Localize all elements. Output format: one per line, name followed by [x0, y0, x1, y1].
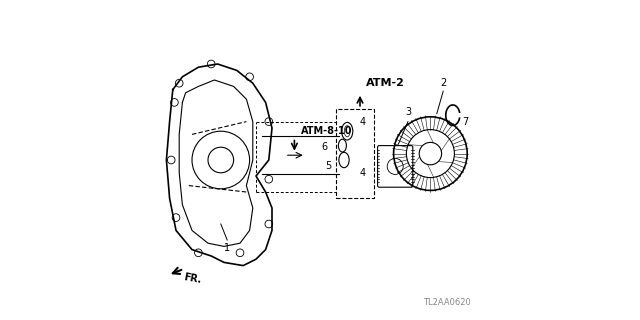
Text: TL2AA0620: TL2AA0620 [422, 298, 470, 307]
Text: ATM-8-10: ATM-8-10 [301, 126, 352, 136]
Text: 7: 7 [463, 116, 468, 127]
Text: 5: 5 [325, 161, 331, 172]
Text: 1: 1 [224, 243, 230, 253]
Text: 4: 4 [360, 168, 366, 178]
Text: FR.: FR. [182, 272, 202, 285]
Text: 2: 2 [440, 78, 446, 88]
Text: ATM-2: ATM-2 [366, 78, 405, 88]
Text: 3: 3 [405, 107, 411, 117]
Text: 6: 6 [322, 142, 328, 152]
Text: 4: 4 [360, 116, 366, 127]
